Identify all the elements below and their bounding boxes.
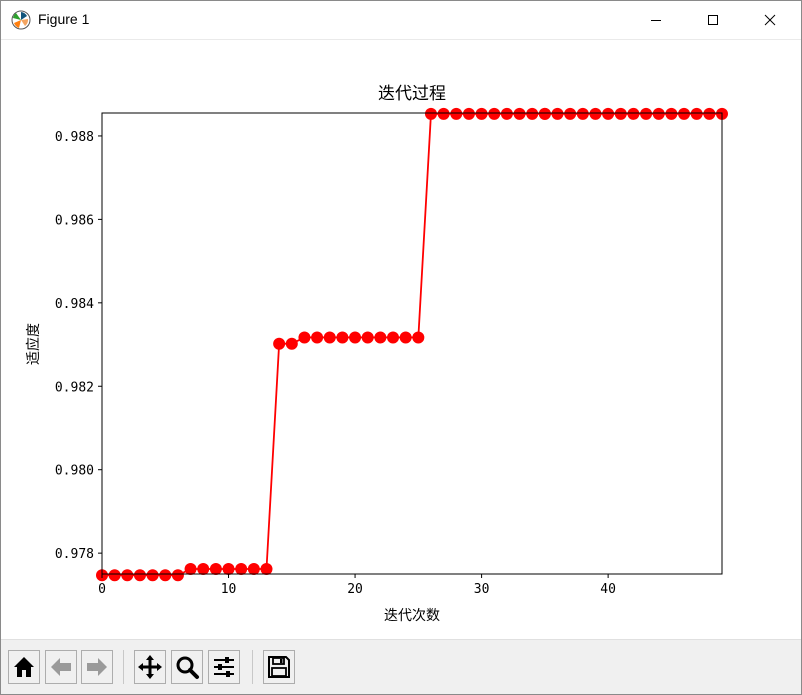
axes-frame: [101, 112, 723, 575]
window-title: Figure 1: [38, 11, 90, 27]
y-tick-label: 0.982: [55, 380, 94, 395]
close-button[interactable]: [747, 1, 793, 39]
toolbar-separator: [123, 650, 124, 684]
data-point: [500, 107, 513, 120]
data-point: [260, 562, 273, 575]
y-tick-label: 0.980: [55, 464, 94, 479]
data-point: [298, 331, 311, 344]
data-point: [133, 569, 146, 582]
data-point: [450, 107, 463, 120]
data-point: [627, 107, 640, 120]
y-tick-label: 0.978: [55, 547, 94, 562]
data-point: [387, 331, 400, 344]
y-tick-label: 0.986: [55, 213, 94, 228]
data-point: [146, 569, 159, 582]
data-point: [652, 107, 665, 120]
back-button[interactable]: [45, 650, 77, 684]
data-point: [159, 569, 172, 582]
data-point: [235, 562, 248, 575]
data-point: [311, 331, 324, 344]
y-axis: 0.978 0.980 0.982 0.984 0.986 0.988: [55, 130, 102, 562]
data-point: [336, 331, 349, 344]
figure-canvas[interactable]: 迭代过程 0 10 20 30 40 0.978 0.980 0.982 0.984 0.986…: [1, 40, 801, 638]
x-tick-label: 20: [347, 582, 363, 597]
arrow-left-icon: [51, 658, 71, 676]
data-point: [475, 107, 488, 120]
arrow-right-icon: [87, 658, 107, 676]
chart-title: 迭代过程: [378, 84, 446, 104]
data-point: [197, 562, 210, 575]
forward-button[interactable]: [81, 650, 113, 684]
save-button[interactable]: [263, 650, 295, 684]
data-point: [424, 107, 437, 120]
data-point: [513, 107, 526, 120]
data-point: [323, 331, 336, 344]
data-point: [121, 569, 134, 582]
data-point: [576, 107, 589, 120]
maximize-icon: [708, 15, 718, 25]
maximize-button[interactable]: [690, 1, 736, 39]
data-point: [551, 107, 564, 120]
title-bar[interactable]: Figure 1: [1, 1, 801, 40]
close-icon: [764, 14, 776, 26]
data-point: [361, 331, 374, 344]
data-point: [589, 107, 602, 120]
data-point: [526, 107, 539, 120]
data-point: [209, 562, 222, 575]
data-point: [374, 331, 387, 344]
data-point: [285, 337, 298, 350]
data-point: [437, 107, 450, 120]
matplotlib-logo-icon: [11, 10, 31, 30]
home-icon: [14, 657, 34, 677]
data-point: [564, 107, 577, 120]
navigation-toolbar: [1, 639, 801, 694]
minimize-button[interactable]: [633, 1, 679, 39]
data-point: [602, 107, 615, 120]
home-button[interactable]: [8, 650, 40, 684]
move-icon: [138, 655, 162, 679]
magnifier-icon: [176, 656, 199, 679]
data-point: [488, 107, 501, 120]
data-series: [96, 107, 728, 582]
data-point: [412, 331, 425, 344]
data-point: [399, 331, 412, 344]
data-point: [614, 107, 627, 120]
x-axis-label: 迭代次数: [384, 608, 440, 624]
y-axis-label: 适应度: [25, 323, 42, 365]
data-point: [703, 107, 716, 120]
y-tick-label: 0.988: [55, 130, 94, 145]
zoom-button[interactable]: [171, 650, 203, 684]
chart: 迭代过程 0 10 20 30 40 0.978 0.980 0.982 0.984 0.986…: [25, 84, 728, 624]
y-tick-label: 0.984: [55, 297, 94, 312]
x-tick-label: 0: [98, 582, 106, 597]
data-point: [665, 107, 678, 120]
floppy-disk-icon: [268, 656, 290, 678]
data-point: [678, 107, 691, 120]
data-point: [184, 562, 197, 575]
toolbar-separator: [252, 650, 253, 684]
data-point: [462, 107, 475, 120]
x-axis: 0 10 20 30 40: [98, 574, 616, 597]
data-point: [690, 107, 703, 120]
data-point: [538, 107, 551, 120]
minimize-icon: [651, 20, 661, 21]
x-tick-label: 10: [221, 582, 237, 597]
data-point: [640, 107, 653, 120]
sliders-icon: [214, 657, 234, 677]
configure-subplots-button[interactable]: [208, 650, 240, 684]
x-tick-label: 30: [474, 582, 490, 597]
data-point: [349, 331, 362, 344]
data-point: [273, 337, 286, 350]
data-point: [247, 562, 260, 575]
series-line: [102, 112, 722, 577]
data-point: [222, 562, 235, 575]
data-point: [171, 569, 184, 582]
data-point: [108, 569, 121, 582]
x-tick-label: 40: [600, 582, 616, 597]
pan-button[interactable]: [134, 650, 166, 684]
